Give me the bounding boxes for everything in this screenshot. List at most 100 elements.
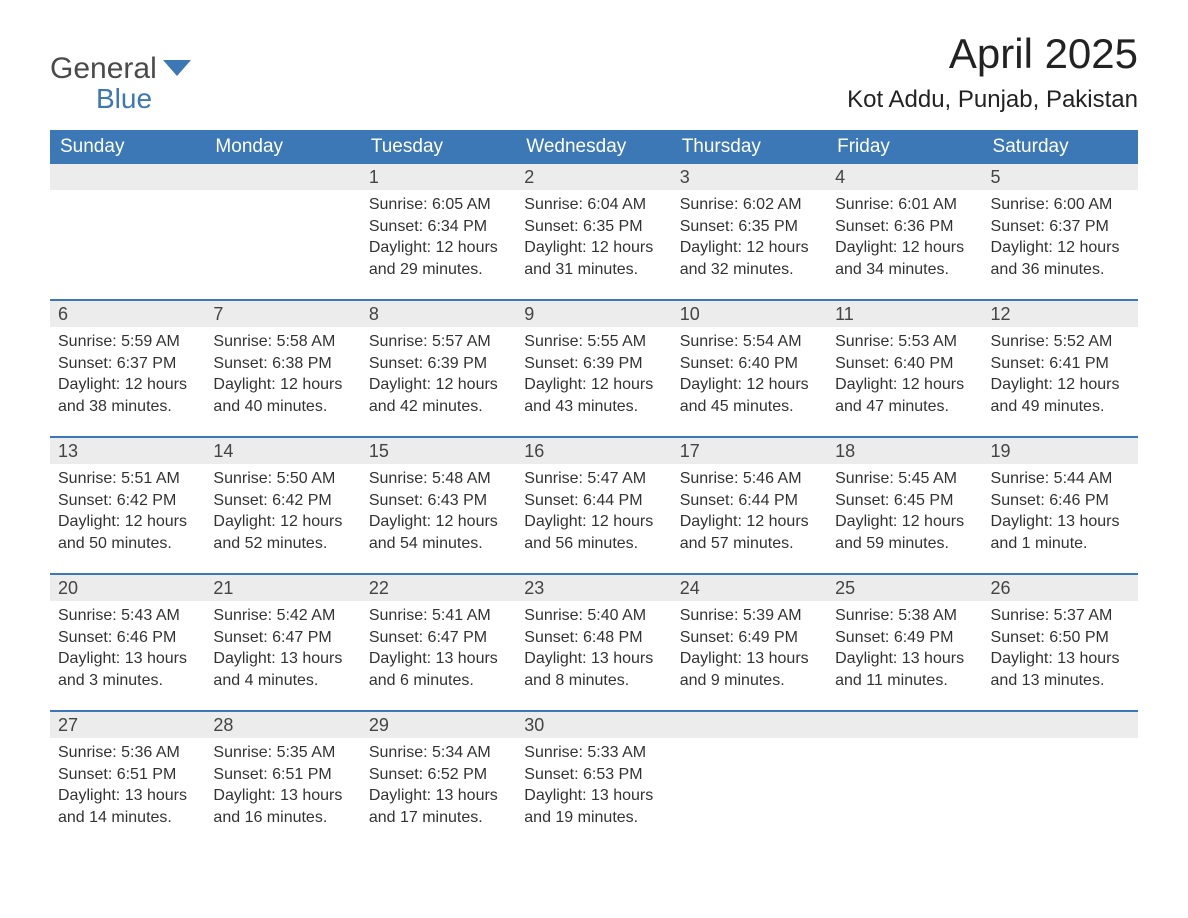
day-number: 25 (827, 575, 982, 601)
day-body: Sunrise: 5:57 AMSunset: 6:39 PMDaylight:… (361, 327, 516, 431)
day-number: 11 (827, 301, 982, 327)
sunrise-text: Sunrise: 5:59 AM (58, 331, 197, 353)
sunrise-text: Sunrise: 5:58 AM (213, 331, 352, 353)
sunset-text: Sunset: 6:37 PM (58, 353, 197, 375)
day-number: 21 (205, 575, 360, 601)
weekday-header: Monday (205, 130, 360, 164)
day-number: 18 (827, 438, 982, 464)
day-body: Sunrise: 5:43 AMSunset: 6:46 PMDaylight:… (50, 601, 205, 705)
day-body: Sunrise: 6:01 AMSunset: 6:36 PMDaylight:… (827, 190, 982, 294)
day-body: Sunrise: 5:39 AMSunset: 6:49 PMDaylight:… (672, 601, 827, 705)
week-row: 6 Sunrise: 5:59 AMSunset: 6:37 PM Daylight… (50, 299, 1138, 436)
day-number: 27 (50, 712, 205, 738)
sunset-text: Sunset: 6:43 PM (369, 490, 508, 512)
sunrise-text: Sunrise: 5:44 AM (991, 468, 1130, 490)
sunrise-text: Sunrise: 5:54 AM (680, 331, 819, 353)
sunset-text: Sunset: 6:35 PM (680, 216, 819, 238)
day-number (827, 712, 982, 738)
sunset-text: Sunset: 6:34 PM (369, 216, 508, 238)
day-cell: 9Sunrise: 5:55 AMSunset: 6:39 PMDaylight… (516, 301, 671, 436)
day-cell: 14Sunrise: 5:50 AMSunset: 6:42 PMDayligh… (205, 438, 360, 573)
day-cell: 7Sunrise: 5:58 AMSunset: 6:38 PMDaylight… (205, 301, 360, 436)
day-body: Sunrise: 5:47 AMSunset: 6:44 PMDaylight:… (516, 464, 671, 568)
day-cell: 23Sunrise: 5:40 AMSunset: 6:48 PMDayligh… (516, 575, 671, 710)
day-cell: 25Sunrise: 5:38 AMSunset: 6:49 PMDayligh… (827, 575, 982, 710)
day-number: 28 (205, 712, 360, 738)
sunrise-text: Sunrise: 5:45 AM (835, 468, 974, 490)
day-number: 13 (50, 438, 205, 464)
weeks-container: 1Sunrise: 6:05 AMSunset: 6:34 PMDaylight… (50, 164, 1138, 847)
sunset-text: Sunset: 6:42 PM (58, 490, 197, 512)
day-number: 12 (983, 301, 1138, 327)
header: General Blue April 2025 Kot Addu, Punjab… (50, 30, 1138, 124)
daylight-text: Daylight: 13 hours and 1 minute. (991, 511, 1130, 554)
day-body: Sunrise: 5:58 AMSunset: 6:38 PMDaylight:… (205, 327, 360, 431)
day-cell (827, 712, 982, 847)
day-number: 20 (50, 575, 205, 601)
day-cell: 24Sunrise: 5:39 AMSunset: 6:49 PMDayligh… (672, 575, 827, 710)
daylight-text: Daylight: 13 hours and 11 minutes. (835, 648, 974, 691)
sunrise-text: Sunrise: 5:36 AM (58, 742, 197, 764)
logo-line2: Blue (96, 83, 191, 115)
sunset-text: Sunset: 6:51 PM (58, 764, 197, 786)
sunset-text: Sunset: 6:46 PM (58, 627, 197, 649)
sunrise-text: Sunrise: 5:51 AM (58, 468, 197, 490)
day-number: 16 (516, 438, 671, 464)
day-number: 5 (983, 164, 1138, 190)
day-number: 30 (516, 712, 671, 738)
day-number: 2 (516, 164, 671, 190)
day-cell: 20Sunrise: 5:43 AMSunset: 6:46 PMDayligh… (50, 575, 205, 710)
title-block: April 2025 Kot Addu, Punjab, Pakistan (847, 30, 1138, 124)
sunset-text: Sunset: 6:36 PM (835, 216, 974, 238)
sunrise-text: Sunrise: 5:47 AM (524, 468, 663, 490)
day-body: Sunrise: 5:38 AMSunset: 6:49 PMDaylight:… (827, 601, 982, 705)
day-body: Sunrise: 5:34 AMSunset: 6:52 PMDaylight:… (361, 738, 516, 842)
day-number (50, 164, 205, 190)
sunrise-text: Sunrise: 6:02 AM (680, 194, 819, 216)
sunrise-text: Sunrise: 5:50 AM (213, 468, 352, 490)
day-body (50, 190, 205, 208)
daylight-text: Daylight: 13 hours and 17 minutes. (369, 785, 508, 828)
day-cell: 19Sunrise: 5:44 AMSunset: 6:46 PMDayligh… (983, 438, 1138, 573)
weekday-header: Friday (827, 130, 982, 164)
day-cell: 11Sunrise: 5:53 AMSunset: 6:40 PMDayligh… (827, 301, 982, 436)
daylight-text: Daylight: 13 hours and 3 minutes. (58, 648, 197, 691)
day-number: 19 (983, 438, 1138, 464)
sunrise-text: Sunrise: 6:00 AM (991, 194, 1130, 216)
daylight-text: Daylight: 12 hours and 43 minutes. (524, 374, 663, 417)
day-cell (672, 712, 827, 847)
sunrise-text: Sunrise: 5:53 AM (835, 331, 974, 353)
weekday-header: Wednesday (516, 130, 671, 164)
day-cell: 27Sunrise: 5:36 AMSunset: 6:51 PMDayligh… (50, 712, 205, 847)
daylight-text: Daylight: 12 hours and 57 minutes. (680, 511, 819, 554)
day-cell: 22Sunrise: 5:41 AMSunset: 6:47 PMDayligh… (361, 575, 516, 710)
day-body: Sunrise: 5:53 AMSunset: 6:40 PMDaylight:… (827, 327, 982, 431)
day-number (205, 164, 360, 190)
sunset-text: Sunset: 6:53 PM (524, 764, 663, 786)
daylight-text: Daylight: 12 hours and 47 minutes. (835, 374, 974, 417)
day-body (672, 738, 827, 756)
sunset-text: Sunset: 6:52 PM (369, 764, 508, 786)
day-number: 22 (361, 575, 516, 601)
day-body: Sunrise: 5:41 AMSunset: 6:47 PMDaylight:… (361, 601, 516, 705)
day-body: Sunrise: 5:42 AMSunset: 6:47 PMDaylight:… (205, 601, 360, 705)
day-body: Sunrise: 5:40 AMSunset: 6:48 PMDaylight:… (516, 601, 671, 705)
day-body: Sunrise: 5:46 AMSunset: 6:44 PMDaylight:… (672, 464, 827, 568)
sunrise-text: Sunrise: 5:37 AM (991, 605, 1130, 627)
day-number: 6 (50, 301, 205, 327)
sunset-text: Sunset: 6:45 PM (835, 490, 974, 512)
day-cell: 6Sunrise: 5:59 AMSunset: 6:37 PMDaylight… (50, 301, 205, 436)
sunset-text: Sunset: 6:47 PM (369, 627, 508, 649)
day-body (983, 738, 1138, 756)
daylight-text: Daylight: 12 hours and 59 minutes. (835, 511, 974, 554)
day-cell: 5Sunrise: 6:00 AMSunset: 6:37 PMDaylight… (983, 164, 1138, 299)
day-number: 24 (672, 575, 827, 601)
daylight-text: Daylight: 12 hours and 32 minutes. (680, 237, 819, 280)
daylight-text: Daylight: 13 hours and 16 minutes. (213, 785, 352, 828)
sunrise-text: Sunrise: 5:43 AM (58, 605, 197, 627)
day-cell: 18 Sunrise: 5:45 AMSunset: 6:45 PMDayligh… (827, 438, 982, 573)
daylight-text: Daylight: 12 hours and 45 minutes. (680, 374, 819, 417)
logo-flag-icon (163, 58, 191, 83)
day-cell: 16Sunrise: 5:47 AMSunset: 6:44 PMDayligh… (516, 438, 671, 573)
day-body (205, 190, 360, 208)
